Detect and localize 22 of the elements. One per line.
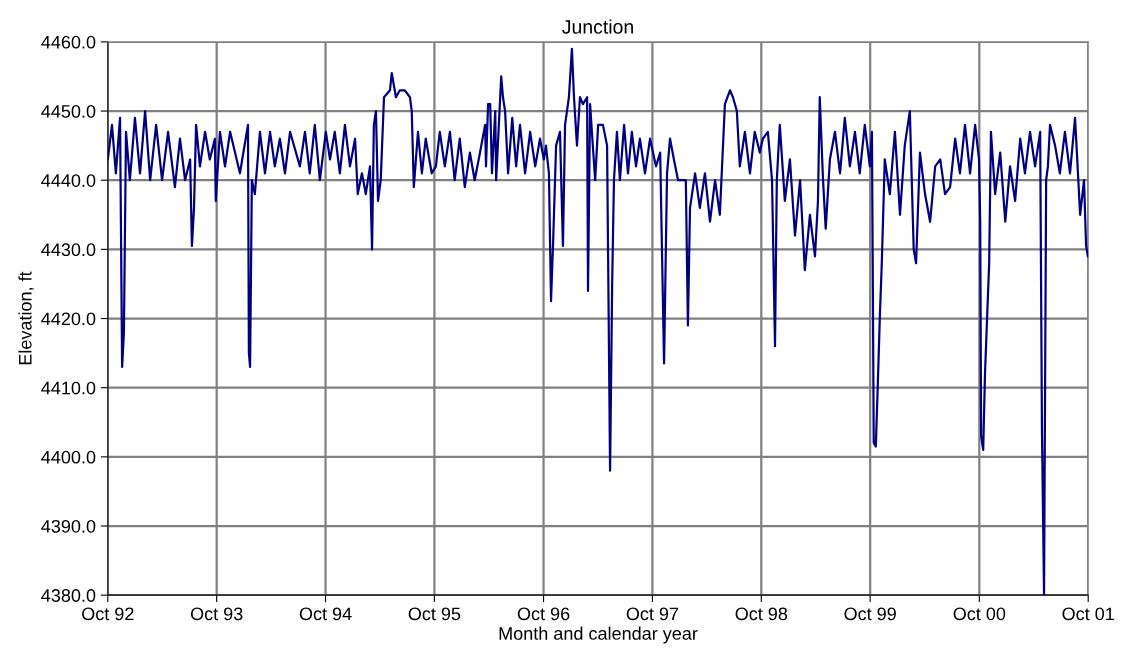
y-tick-label: 4460.0 <box>41 35 96 49</box>
x-tick-label: Oct 98 <box>735 607 788 621</box>
y-tick-label: 4390.0 <box>41 519 96 533</box>
y-tick-label: 4410.0 <box>41 381 96 395</box>
y-tick-label: 4430.0 <box>41 243 96 257</box>
x-tick-label: Oct 96 <box>517 607 570 621</box>
x-tick-label: Oct 94 <box>299 607 352 621</box>
x-tick-label: Oct 00 <box>953 607 1006 621</box>
chart-title: Junction <box>562 19 633 34</box>
x-axis-title: Month and calendar year <box>499 626 698 644</box>
y-tick-label: 4400.0 <box>41 450 96 464</box>
y-tick-label: 4440.0 <box>41 174 96 187</box>
x-tick-label: Oct 97 <box>626 607 679 621</box>
y-axis-title: Elevation, ft <box>18 271 34 365</box>
y-tick-label: 4380.0 <box>41 589 96 602</box>
y-tick-label: 4420.0 <box>41 312 96 326</box>
x-tick-label: Oct 01 <box>1062 607 1114 621</box>
x-tick-label: Oct 92 <box>82 607 134 621</box>
x-tick-label: Oct 99 <box>844 607 896 621</box>
x-tick-label: Oct 93 <box>190 607 243 621</box>
y-tick-label: 4450.0 <box>41 104 96 118</box>
x-tick-label: Oct 95 <box>408 607 461 621</box>
